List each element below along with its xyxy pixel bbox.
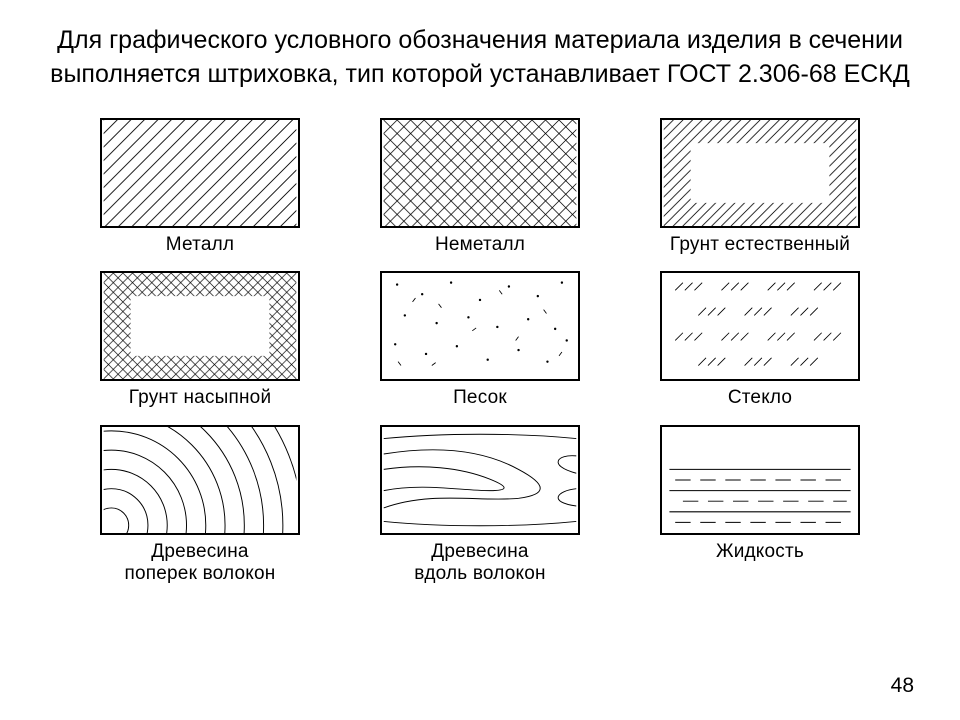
cell-nonmetal: Неметалл (370, 118, 590, 256)
label-liquid: Жидкость (716, 541, 804, 563)
label-glass: Стекло (728, 387, 792, 409)
cell-wood-cross: Древесина поперек волокон (90, 425, 310, 585)
swatch-soil-natural (660, 118, 860, 228)
page-number: 48 (891, 674, 914, 698)
label-soil-natural: Грунт естественный (670, 234, 850, 256)
swatch-wood-long (380, 425, 580, 535)
label-sand: Песок (453, 387, 507, 409)
label-wood-cross: Древесина поперек волокон (125, 541, 276, 585)
label-nonmetal: Неметалл (435, 234, 525, 256)
cell-metal: Металл (90, 118, 310, 256)
swatch-nonmetal (380, 118, 580, 228)
cell-sand: Песок (370, 271, 590, 409)
label-wood-long: Древесина вдоль волокон (414, 541, 545, 585)
cell-soil-fill: Грунт насыпной (90, 271, 310, 409)
label-soil-fill: Грунт насыпной (129, 387, 272, 409)
label-metal: Металл (166, 234, 234, 256)
cell-glass: Стекло (650, 271, 870, 409)
swatch-sand (380, 271, 580, 381)
page: Для графического условного обозначения м… (0, 0, 960, 720)
cell-wood-long: Древесина вдоль волокон (370, 425, 590, 585)
swatch-glass (660, 271, 860, 381)
cell-liquid: Жидкость (650, 425, 870, 585)
cell-soil-natural: Грунт естественный (650, 118, 870, 256)
page-title: Для графического условного обозначения м… (50, 24, 910, 92)
swatch-soil-fill (100, 271, 300, 381)
swatch-metal (100, 118, 300, 228)
swatch-liquid (660, 425, 860, 535)
swatch-wood-cross (100, 425, 300, 535)
hatching-grid: Металл Неметалл (40, 118, 920, 585)
